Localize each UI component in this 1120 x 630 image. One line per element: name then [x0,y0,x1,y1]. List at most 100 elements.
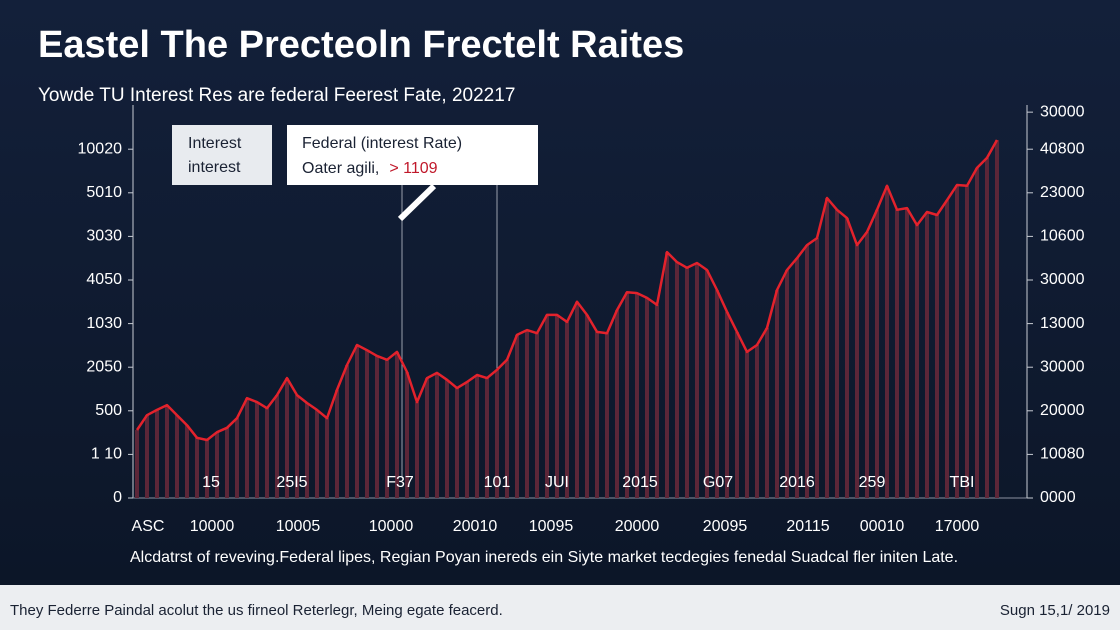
bar [595,331,599,498]
bar [365,350,369,498]
y-tick-label: 10020 [78,140,123,157]
bar [465,382,469,498]
annotation-text: Federal (interest Rate) [302,135,462,152]
bar [845,218,849,498]
bar [665,252,669,498]
bar [815,238,819,499]
bar [275,395,279,498]
x-tick-label: JUI [545,474,569,491]
bar [455,388,459,498]
bar [555,314,559,498]
x-tick-label: 15 [202,474,220,491]
y2-tick-label: 10600 [1040,228,1085,245]
annotation-text: Oater agili, [302,160,379,177]
x-tick-label: F37 [386,474,414,491]
x-tick-label: 101 [484,474,511,491]
x-sublabel: 00010 [860,518,905,535]
y2-tick-label: 23000 [1040,184,1085,201]
x-sublabel: 17000 [935,518,980,535]
annotation-text: Oater agili, > 1109 [302,160,438,177]
y2-tick-label: 10080 [1040,446,1085,463]
y2-tick-label: 30000 [1040,271,1085,288]
bar [325,418,329,498]
bar [235,418,239,498]
x-sublabel: 20000 [615,518,660,535]
bar [795,258,799,498]
bar [885,185,889,498]
y-tick-label: 500 [95,402,122,419]
bar [525,330,529,498]
bar [605,333,609,498]
bar [285,378,289,498]
bar [565,321,569,498]
bar [745,351,749,498]
annotation-box [287,125,538,185]
y2-tick-label: 30000 [1040,358,1085,375]
bar [495,369,499,498]
bar [715,290,719,498]
x-tick-label: 2016 [779,474,815,491]
bar [155,409,159,498]
x-sublabel: 10005 [276,518,321,535]
bar [985,157,989,499]
footer-date: Sugn 15,1/ 2019 [1000,602,1110,619]
bar [965,185,969,498]
bar [475,375,479,498]
bar [135,429,139,498]
footer-band [0,585,1120,630]
y-tick-label: 4050 [86,271,122,288]
bar [355,344,359,498]
x-tick-label: 2015 [622,474,658,491]
y-tick-label: 1030 [86,315,122,332]
bar [505,359,509,498]
bar [705,269,709,498]
annotation-pointer [397,183,437,222]
bar [825,198,829,499]
x-tick-label: G07 [703,474,733,491]
line [135,139,999,442]
x-sublabel: 20095 [703,518,748,535]
bar [435,372,439,498]
bar [645,297,649,498]
bar [375,355,379,498]
y-tick-label: 3030 [86,228,122,245]
bar [215,432,219,498]
bar [205,440,209,498]
x-tick-label: 25I5 [276,474,307,491]
x-sublabel: 20115 [786,518,829,535]
bar [655,304,659,498]
annotation-highlight: > 1109 [389,160,437,177]
bar [675,262,679,498]
bar [255,402,259,498]
bar [765,327,769,498]
bar [575,301,579,498]
bar [145,415,149,498]
bar [835,209,839,498]
bar [515,334,519,498]
bar [395,351,399,498]
bar [335,389,339,498]
bar [445,379,449,498]
bar [635,293,639,498]
bar [865,232,869,499]
bar [995,140,999,498]
bar [925,211,929,498]
bar [535,333,539,498]
bar [855,245,859,498]
legend-box [172,125,272,185]
bar [185,425,189,498]
y2-tick-label: 13000 [1040,315,1085,332]
bar [585,314,589,498]
bar [345,365,349,498]
bar [295,395,299,498]
x-sublabel: 10095 [529,518,574,535]
bar [265,408,269,498]
legend-label: Interest [188,135,242,152]
y2-tick-label: 0000 [1040,489,1076,506]
bar [955,184,959,498]
bar [805,245,809,498]
bar [935,215,939,498]
bar [685,267,689,498]
legend-label: interest [188,159,241,176]
bar [545,314,549,498]
